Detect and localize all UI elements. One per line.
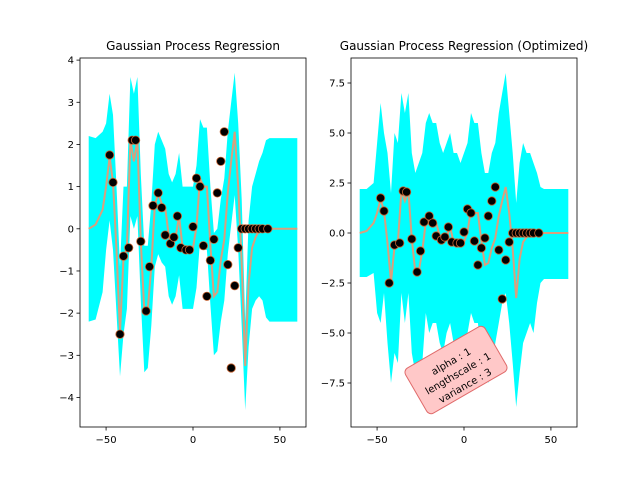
y-tick-label: 0 bbox=[68, 224, 74, 235]
plot-area bbox=[359, 73, 569, 407]
data-point bbox=[375, 193, 386, 203]
data-point bbox=[202, 291, 212, 301]
data-point bbox=[466, 208, 476, 218]
data-point bbox=[412, 267, 422, 277]
data-point bbox=[440, 232, 450, 242]
data-point bbox=[141, 306, 151, 316]
data-point bbox=[483, 211, 493, 221]
data-point bbox=[497, 294, 507, 304]
data-point bbox=[115, 329, 125, 339]
y-tick-label: 1 bbox=[68, 182, 74, 193]
left-chart-panel: −50 0 50 −4 −3 −2 −1 0 1 2 3 4 Gaussian Process Regr… bbox=[59, 39, 307, 446]
data-point bbox=[534, 228, 544, 238]
data-point bbox=[233, 243, 243, 253]
annotation-background bbox=[404, 325, 508, 415]
y-tick-label: −5.0 bbox=[321, 329, 345, 340]
data-point bbox=[205, 255, 215, 265]
y-tick-label: −2.5 bbox=[321, 279, 345, 290]
data-point bbox=[401, 187, 412, 197]
data-point bbox=[219, 127, 229, 137]
x-tick-label: 0 bbox=[461, 435, 467, 446]
data-point bbox=[419, 217, 429, 227]
x-tick-label: −50 bbox=[96, 435, 117, 446]
y-tick-label: 0.0 bbox=[329, 229, 345, 240]
data-point bbox=[407, 234, 417, 244]
data-point bbox=[188, 222, 198, 232]
data-point bbox=[379, 206, 389, 216]
x-tick-label: −50 bbox=[367, 435, 388, 446]
data-point bbox=[118, 251, 129, 261]
data-point bbox=[504, 237, 514, 247]
y-tick-label: 4 bbox=[68, 56, 74, 67]
data-point bbox=[191, 173, 202, 183]
data-point bbox=[443, 222, 453, 232]
data-point bbox=[428, 218, 438, 228]
data-point bbox=[384, 278, 394, 288]
data-point bbox=[230, 281, 240, 291]
x-tick-label: 0 bbox=[190, 435, 196, 446]
y-tick-label: 7.5 bbox=[329, 79, 345, 90]
data-point bbox=[487, 196, 497, 206]
data-point bbox=[124, 243, 134, 253]
y-tick-label: 3 bbox=[68, 98, 74, 109]
data-point bbox=[195, 182, 205, 192]
chart-title: Gaussian Process Regression (Optimized) bbox=[340, 39, 588, 53]
y-tick-label: −4 bbox=[59, 393, 74, 404]
data-point bbox=[148, 201, 158, 211]
y-tick-label: −2 bbox=[59, 309, 74, 320]
data-point bbox=[184, 245, 195, 255]
data-point bbox=[480, 233, 490, 243]
data-point bbox=[490, 182, 500, 192]
data-point bbox=[136, 236, 146, 246]
y-tick-label: −1 bbox=[59, 266, 74, 277]
data-point bbox=[494, 245, 504, 255]
confidence-band bbox=[88, 72, 298, 411]
y-tick-label: −3 bbox=[59, 351, 74, 362]
data-point bbox=[153, 188, 163, 198]
data-point bbox=[459, 227, 469, 237]
x-tick-label: 50 bbox=[274, 435, 287, 446]
data-point bbox=[469, 236, 479, 246]
data-point bbox=[501, 255, 511, 265]
x-tick-label: 50 bbox=[545, 435, 558, 446]
data-point bbox=[226, 363, 236, 373]
data-point bbox=[131, 135, 141, 145]
data-point bbox=[212, 188, 222, 198]
data-point bbox=[157, 203, 167, 213]
data-point bbox=[209, 234, 219, 244]
y-tick-label: 5.0 bbox=[329, 129, 345, 140]
data-point bbox=[108, 177, 118, 187]
chart-title: Gaussian Process Regression bbox=[106, 39, 280, 53]
data-point bbox=[169, 232, 179, 242]
plot-area bbox=[88, 72, 298, 411]
data-point bbox=[172, 211, 182, 221]
y-tick-label: −7.5 bbox=[321, 379, 345, 390]
data-point bbox=[198, 241, 208, 251]
data-point bbox=[455, 238, 466, 248]
data-point bbox=[395, 238, 405, 248]
data-point bbox=[473, 260, 483, 270]
data-point bbox=[263, 224, 273, 234]
data-point bbox=[415, 246, 426, 256]
data-point bbox=[144, 262, 155, 272]
y-tick-label: 2.5 bbox=[329, 179, 345, 190]
data-point bbox=[160, 230, 170, 240]
data-point bbox=[105, 150, 115, 160]
data-point bbox=[476, 243, 486, 253]
data-point bbox=[216, 156, 226, 166]
y-tick-label: 2 bbox=[68, 140, 74, 151]
data-point bbox=[223, 259, 233, 270]
